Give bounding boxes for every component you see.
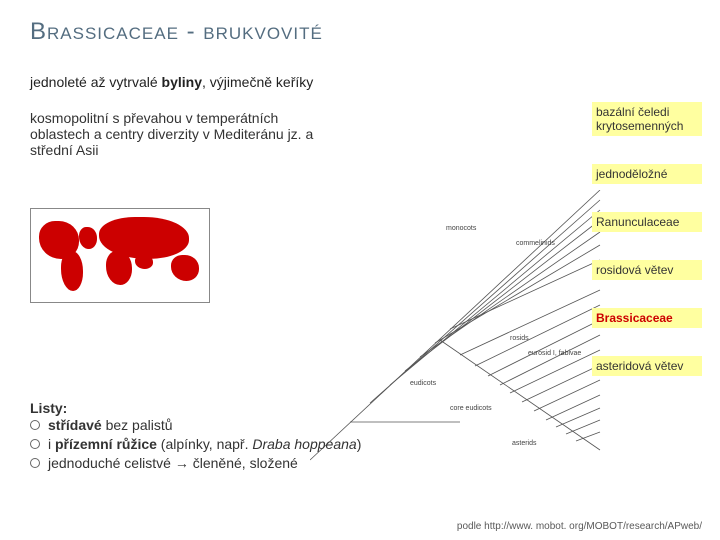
list-item: jednoduché celistvé → členěné, složené — [30, 454, 380, 473]
leaf-text2: ) — [357, 436, 362, 452]
cladogram-node-label: core eudicots — [450, 405, 492, 412]
leaves-section: Listy: střídavé bez palistů i přízemní r… — [30, 400, 380, 473]
list-item: i přízemní růžice (alpínky, např. Draba … — [30, 435, 380, 454]
map-region — [61, 251, 83, 291]
list-item: střídavé bez palistů — [30, 416, 380, 435]
intro-bold: byliny — [162, 74, 202, 90]
world-distribution-map — [30, 208, 210, 303]
cladogram-node-label: rosids — [510, 335, 529, 342]
title-sep: - — [179, 18, 203, 45]
sidebar-label: Ranunculaceae — [592, 212, 702, 232]
cladogram-node-label: monocots — [446, 225, 476, 232]
map-region — [79, 227, 97, 249]
leaf-bold: přízemní růžice — [55, 436, 157, 452]
map-region — [135, 255, 153, 269]
leaves-heading: Listy: — [30, 400, 380, 416]
intro-post: , výjimečně keříky — [202, 74, 313, 90]
leaf-bold: střídavé — [48, 417, 102, 433]
sidebar-label: bazální čeledi krytosemenných — [592, 102, 702, 136]
page-title: Brassicaceae - brukvovité — [0, 0, 720, 46]
sidebar-label: jednoděložné — [592, 164, 702, 184]
intro-paragraph: jednoleté až vytrvalé byliny, výjimečně … — [0, 46, 720, 90]
cladogram-node-label: asterids — [512, 440, 537, 447]
intro-pre: jednoleté až vytrvalé — [30, 74, 162, 90]
map-region — [171, 255, 199, 281]
leaf-text: jednoduché celistvé → členěné, složené — [48, 455, 298, 471]
leaf-text: (alpínky, např. — [157, 436, 252, 452]
leaf-text: bez palistů — [102, 417, 173, 433]
leaves-list: střídavé bez palistů i přízemní růžice (… — [30, 416, 380, 473]
sidebar-label: asteridová větev — [592, 356, 702, 376]
source-citation: podle http://www. mobot. org/MOBOT/resea… — [457, 521, 702, 532]
sidebar-label: Brassicaceae — [592, 308, 702, 328]
leaf-pre: i — [48, 436, 55, 452]
sidebar-label: rosidová větev — [592, 260, 702, 280]
map-region — [106, 251, 132, 285]
title-family: Brassicaceae — [30, 18, 179, 45]
cladogram-node-label: eurosid I, fabivae — [528, 350, 581, 357]
cladogram-node-label: eudicots — [410, 380, 436, 387]
leaf-italic: Draba hoppeana — [252, 436, 356, 452]
title-czech: brukvovité — [203, 18, 323, 45]
distribution-paragraph: kosmopolitní s převahou v temperátních o… — [0, 90, 360, 158]
sidebar-labels: bazální čeledi krytosemenných jednoděložn… — [592, 102, 702, 376]
cladogram-node-label: commelinids — [516, 240, 555, 247]
